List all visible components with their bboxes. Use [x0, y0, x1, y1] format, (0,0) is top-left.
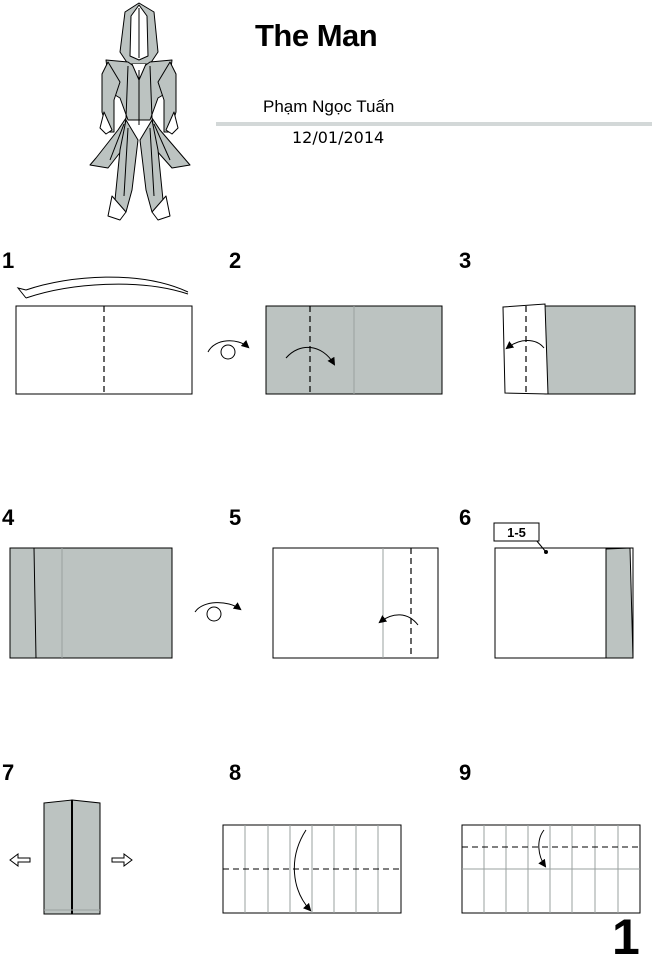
step-number-2: 2	[229, 248, 242, 273]
step-number-6: 6	[459, 505, 472, 530]
header-divider	[216, 122, 652, 126]
step-8-diagram	[222, 824, 402, 914]
origami-figure-illustration	[89, 2, 191, 221]
step-6-reference-label: 1-5	[507, 525, 526, 540]
turn-over-icon	[207, 340, 250, 360]
date-label: 12/01/2014	[292, 128, 385, 147]
step-number-9: 9	[459, 760, 472, 785]
left-arrow-icon	[9, 853, 31, 867]
turn-over-icon-2	[194, 602, 242, 622]
right-arrow-icon	[111, 853, 133, 867]
author-name: Phạm Ngọc Tuấn	[263, 97, 395, 116]
step-1-diagram	[15, 276, 193, 395]
page-number: 1	[612, 909, 640, 965]
step-4-diagram	[9, 547, 173, 659]
step-7-diagram	[9, 799, 133, 915]
step-number-1: 1	[2, 248, 15, 273]
step-number-4: 4	[2, 505, 15, 530]
page-title: The Man	[255, 18, 378, 53]
step-9-diagram	[461, 824, 641, 914]
step-number-7: 7	[2, 760, 15, 785]
step-2-diagram	[265, 305, 443, 395]
step-3-diagram	[502, 303, 636, 395]
step-5-diagram	[272, 547, 439, 659]
step-number-8: 8	[229, 760, 242, 785]
step-number-5: 5	[229, 505, 242, 530]
reference-box	[493, 522, 540, 542]
step-6-diagram	[493, 522, 634, 659]
step-number-3: 3	[459, 248, 472, 273]
